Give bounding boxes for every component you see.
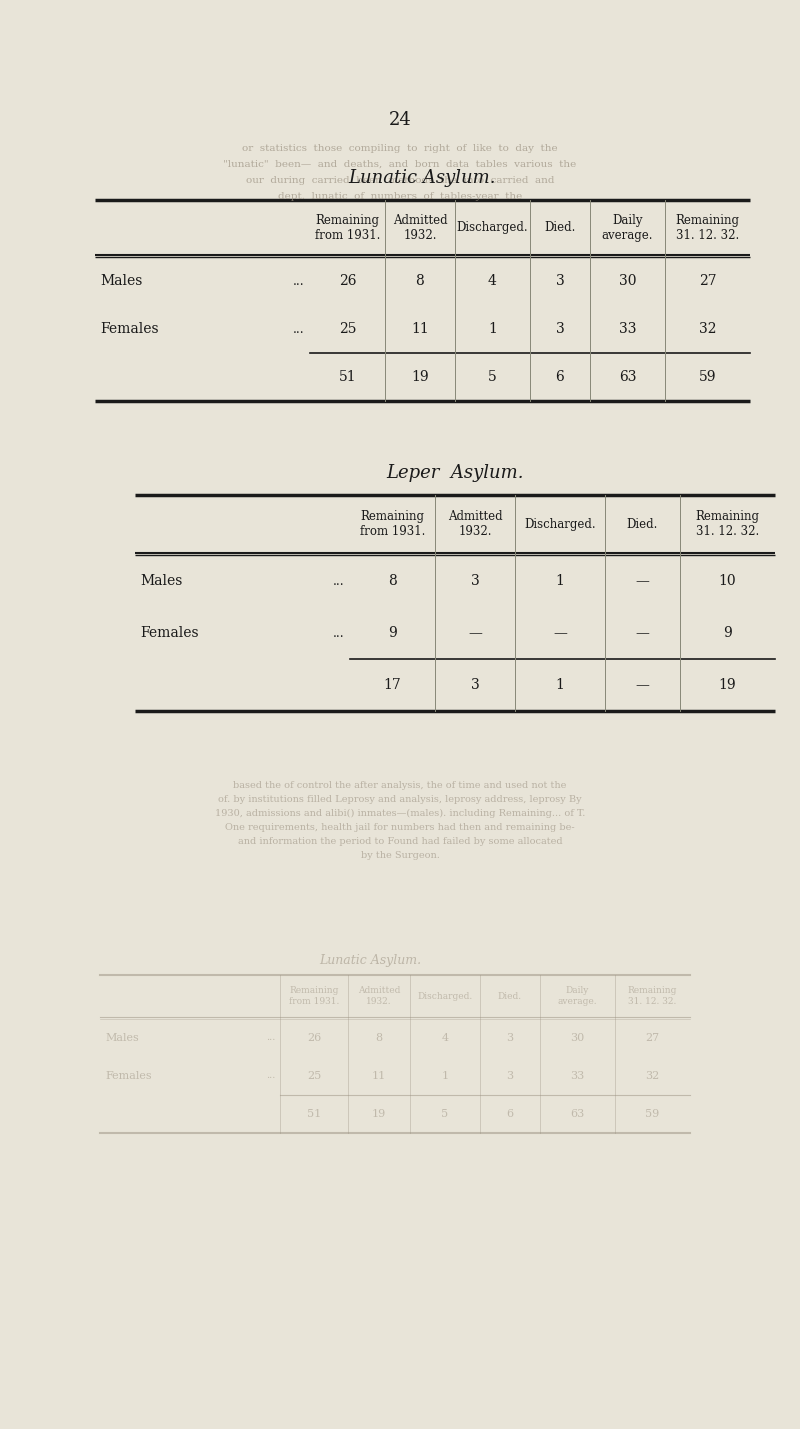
Text: and information the period to Found had failed by some allocated: and information the period to Found had … — [238, 836, 562, 846]
Text: 6: 6 — [506, 1109, 514, 1119]
Text: Females: Females — [100, 322, 158, 336]
Text: 32: 32 — [646, 1070, 660, 1080]
Text: 5: 5 — [442, 1109, 449, 1119]
Text: ...: ... — [294, 274, 305, 287]
Text: 9: 9 — [723, 626, 732, 640]
Text: Remaining
from 1931.: Remaining from 1931. — [289, 986, 339, 1006]
Text: 19: 19 — [411, 370, 429, 384]
Text: 24: 24 — [389, 111, 411, 129]
Text: —: — — [635, 574, 650, 587]
Text: 26: 26 — [338, 274, 356, 289]
Text: Females: Females — [105, 1070, 152, 1080]
Text: ...: ... — [266, 1033, 275, 1043]
Text: 1: 1 — [555, 677, 565, 692]
Text: Died.: Died. — [627, 517, 658, 530]
Text: 27: 27 — [698, 274, 716, 289]
Text: 33: 33 — [618, 322, 636, 336]
Text: Males: Males — [100, 274, 142, 289]
Text: ...: ... — [266, 1072, 275, 1080]
Text: by the Surgeon.: by the Surgeon. — [361, 850, 439, 859]
Text: our  during  carried  been  methods  the  into  carried  and: our during carried been methods the into… — [246, 176, 554, 184]
Text: Admitted
1932.: Admitted 1932. — [358, 986, 400, 1006]
Text: Died.: Died. — [498, 992, 522, 1000]
Text: Males: Males — [105, 1033, 138, 1043]
Text: 59: 59 — [698, 370, 716, 384]
Text: Admitted
1932.: Admitted 1932. — [393, 213, 447, 242]
Text: 19: 19 — [372, 1109, 386, 1119]
Text: 1: 1 — [555, 574, 565, 587]
Text: 4: 4 — [488, 274, 497, 289]
Text: Daily
average.: Daily average. — [558, 986, 598, 1006]
Text: Daily
average.: Daily average. — [602, 213, 654, 242]
Text: 51: 51 — [338, 370, 356, 384]
Text: of. by institutions filled Leprosy and analysis, leprosy address, leprosy By: of. by institutions filled Leprosy and a… — [218, 795, 582, 803]
Text: 33: 33 — [570, 1070, 585, 1080]
Text: 8: 8 — [416, 274, 424, 289]
Text: ...: ... — [334, 574, 345, 587]
Text: —: — — [635, 626, 650, 640]
Text: 6: 6 — [556, 370, 564, 384]
Text: ...: ... — [334, 626, 345, 640]
Text: 1930, admissions and alibi() inmates—(males). including Remaining... of T.: 1930, admissions and alibi() inmates—(ma… — [215, 809, 585, 817]
Text: —: — — [553, 626, 567, 640]
Text: based the of control the after analysis, the of time and used not the: based the of control the after analysis,… — [234, 780, 566, 789]
Text: Females: Females — [140, 626, 198, 640]
Text: 4: 4 — [442, 1033, 449, 1043]
Text: Discharged.: Discharged. — [524, 517, 596, 530]
Text: Remaining
from 1931.: Remaining from 1931. — [360, 510, 425, 537]
Text: Remaining
from 1931.: Remaining from 1931. — [315, 213, 380, 242]
Text: 8: 8 — [388, 574, 397, 587]
Text: 63: 63 — [618, 370, 636, 384]
Text: 3: 3 — [556, 322, 564, 336]
Text: "lunatic"  been—  and  deaths,  and  born  data  tables  various  the: "lunatic" been— and deaths, and born dat… — [223, 160, 577, 169]
Text: Died.: Died. — [544, 221, 576, 234]
Text: Discharged.: Discharged. — [457, 221, 528, 234]
Text: —: — — [635, 677, 650, 692]
Text: Admitted
1932.: Admitted 1932. — [448, 510, 502, 537]
Text: dept.  lunatic  of  numbers  of  tables-year  the: dept. lunatic of numbers of tables-year … — [278, 191, 522, 200]
Text: 32: 32 — [698, 322, 716, 336]
Text: 30: 30 — [618, 274, 636, 289]
Text: 63: 63 — [570, 1109, 585, 1119]
Text: 11: 11 — [411, 322, 429, 336]
Text: 3: 3 — [506, 1070, 514, 1080]
Text: Discharged.: Discharged. — [418, 992, 473, 1000]
Text: —: — — [468, 626, 482, 640]
Text: One requirements, health jail for numbers had then and remaining be-: One requirements, health jail for number… — [225, 823, 575, 832]
Text: 1: 1 — [442, 1070, 449, 1080]
Text: ...: ... — [294, 323, 305, 336]
Text: 51: 51 — [307, 1109, 321, 1119]
Text: Lunatic Asylum.: Lunatic Asylum. — [349, 169, 496, 187]
Text: Males: Males — [140, 574, 182, 587]
Text: 25: 25 — [307, 1070, 321, 1080]
Text: 26: 26 — [307, 1033, 321, 1043]
Text: 3: 3 — [470, 574, 479, 587]
Text: 8: 8 — [375, 1033, 382, 1043]
Text: 9: 9 — [388, 626, 397, 640]
Text: Leper  Asylum.: Leper Asylum. — [386, 464, 524, 482]
Text: Remaining
31. 12. 32.: Remaining 31. 12. 32. — [695, 510, 759, 537]
Text: 25: 25 — [338, 322, 356, 336]
Text: 19: 19 — [718, 677, 736, 692]
Text: 3: 3 — [556, 274, 564, 289]
Text: 10: 10 — [718, 574, 736, 587]
Text: 3: 3 — [470, 677, 479, 692]
Text: Lunatic Asylum.: Lunatic Asylum. — [319, 953, 421, 966]
Text: 17: 17 — [384, 677, 402, 692]
Text: Remaining
31. 12. 32.: Remaining 31. 12. 32. — [628, 986, 677, 1006]
Text: 5: 5 — [488, 370, 497, 384]
Text: 11: 11 — [372, 1070, 386, 1080]
Text: 30: 30 — [570, 1033, 585, 1043]
Text: 59: 59 — [646, 1109, 660, 1119]
Text: Remaining
31. 12. 32.: Remaining 31. 12. 32. — [675, 213, 739, 242]
Text: 27: 27 — [646, 1033, 659, 1043]
Text: 3: 3 — [506, 1033, 514, 1043]
Text: 1: 1 — [488, 322, 497, 336]
Text: or  statistics  those  compiling  to  right  of  like  to  day  the: or statistics those compiling to right o… — [242, 143, 558, 153]
